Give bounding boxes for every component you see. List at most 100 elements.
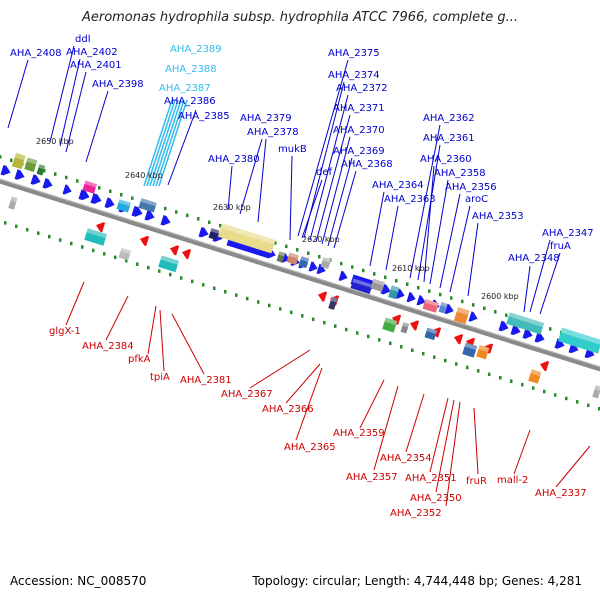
gene-label-forward[interactable]: AHA_2353 bbox=[472, 211, 524, 222]
gene-label-reverse[interactable]: tpiA bbox=[150, 372, 170, 383]
gene-label-forward[interactable]: AHA_2362 bbox=[423, 113, 475, 124]
leader-line-reverse bbox=[359, 379, 385, 429]
forward-gene-arrow bbox=[468, 311, 478, 322]
gene-label-forward[interactable]: AHA_2369 bbox=[333, 146, 385, 157]
kbp-tick-label: 2630 kbp bbox=[213, 203, 251, 212]
gene-label-forward[interactable]: AHA_2385 bbox=[178, 111, 230, 122]
gene-label-reverse[interactable]: AHA_2365 bbox=[284, 442, 336, 453]
gene-label-forward[interactable]: AHA_2370 bbox=[333, 125, 385, 136]
feature-block-shape bbox=[422, 299, 439, 313]
forward-gene-arrow bbox=[90, 193, 102, 204]
forward-gene-arrow-shape bbox=[308, 261, 318, 272]
rna-glyph-stripe bbox=[152, 99, 182, 187]
gene-label-reverse[interactable]: fruR bbox=[466, 476, 487, 487]
leader-line-forward bbox=[333, 170, 357, 249]
forward-gene-arrow bbox=[554, 338, 565, 349]
gene-label-reverse[interactable]: AHA_2354 bbox=[380, 453, 432, 464]
gene-label-forward[interactable]: AHA_2386 bbox=[164, 96, 216, 107]
tick-mark bbox=[444, 358, 447, 363]
leader-line-forward bbox=[417, 144, 441, 281]
gene-label-rna[interactable]: AHA_2387 bbox=[159, 83, 211, 94]
feature-block-shine bbox=[352, 278, 373, 288]
reverse-gene-arrow bbox=[96, 222, 106, 233]
tick-mark bbox=[81, 245, 84, 249]
leader-line-reverse bbox=[171, 313, 205, 375]
gene-label-reverse[interactable]: glgX-1 bbox=[49, 326, 81, 337]
gene-label-reverse[interactable]: pfkA bbox=[128, 354, 151, 365]
feature-block-shine bbox=[140, 198, 157, 207]
tick-mark bbox=[98, 186, 101, 190]
feature-block-shine bbox=[426, 327, 438, 334]
forward-gene-arrow-shape bbox=[131, 205, 143, 217]
feature-block bbox=[298, 256, 310, 269]
leader-line-reverse bbox=[159, 309, 165, 372]
gene-label-reverse[interactable]: AHA_2381 bbox=[180, 375, 232, 386]
feature-block-shape bbox=[557, 327, 600, 354]
gene-label-forward[interactable]: aroC bbox=[465, 194, 488, 205]
gene-label-forward[interactable]: AHA_2368 bbox=[341, 159, 393, 170]
gene-label-forward[interactable]: AHA_2375 bbox=[328, 48, 380, 59]
gene-label-reverse[interactable]: AHA_2337 bbox=[535, 488, 587, 499]
gene-label-forward[interactable]: mukB bbox=[278, 144, 307, 155]
gene-label-forward[interactable]: AHA_2374 bbox=[328, 70, 380, 81]
gene-label-reverse[interactable]: AHA_2350 bbox=[410, 493, 462, 504]
gene-label-forward[interactable]: AHA_2402 bbox=[66, 47, 118, 58]
gene-label-forward[interactable]: AHA_2363 bbox=[384, 194, 436, 205]
tick-mark bbox=[37, 231, 40, 235]
gene-label-reverse[interactable]: AHA_2367 bbox=[221, 389, 273, 400]
gene-label-forward[interactable]: AHA_2360 bbox=[420, 154, 472, 165]
gene-label-forward[interactable]: ddl bbox=[75, 34, 90, 45]
tick-mark bbox=[131, 196, 134, 200]
leader-line-reverse bbox=[445, 401, 461, 507]
gene-label-forward[interactable]: AHA_2371 bbox=[333, 103, 385, 114]
leader-line-forward bbox=[167, 109, 197, 186]
tick-mark bbox=[362, 268, 365, 273]
feature-block bbox=[462, 342, 478, 358]
gene-label-forward[interactable]: AHA_2378 bbox=[247, 127, 299, 138]
leader-line-reverse bbox=[65, 281, 85, 326]
kbp-tick-label: 2640 kbp bbox=[125, 171, 163, 180]
gene-label-forward[interactable]: AHA_2408 bbox=[10, 48, 62, 59]
gene-label-reverse[interactable]: AHA_2351 bbox=[405, 473, 457, 484]
gene-label-forward[interactable]: fruA bbox=[550, 241, 571, 252]
gene-label-forward[interactable]: AHA_2356 bbox=[445, 182, 497, 193]
gene-label-forward[interactable]: AHA_2401 bbox=[70, 60, 122, 71]
forward-gene-arrow bbox=[104, 197, 115, 208]
forward-gene-arrow-shape bbox=[144, 210, 155, 221]
gene-label-forward[interactable]: AHA_2361 bbox=[423, 133, 475, 144]
gene-label-reverse[interactable]: AHA_2384 bbox=[82, 341, 134, 352]
gene-label-reverse[interactable]: AHA_2357 bbox=[346, 472, 398, 483]
gene-label-forward[interactable]: AHA_2398 bbox=[92, 79, 144, 90]
tick-mark bbox=[180, 276, 183, 280]
reverse-gene-arrow-shape bbox=[96, 222, 106, 233]
gene-label-reverse[interactable]: AHA_2366 bbox=[262, 404, 314, 415]
gene-label-forward[interactable]: AHA_2347 bbox=[542, 228, 594, 239]
gene-label-forward[interactable]: AHA_2364 bbox=[372, 180, 424, 191]
feature-block-shine bbox=[390, 285, 400, 292]
gene-label-forward[interactable]: AHA_2372 bbox=[336, 83, 388, 94]
feature-block bbox=[158, 255, 179, 273]
feature-block-shine bbox=[464, 342, 478, 351]
gene-label-reverse[interactable]: AHA_2359 bbox=[333, 428, 385, 439]
forward-gene-arrow bbox=[308, 261, 318, 272]
leader-line-forward bbox=[297, 59, 349, 237]
feature-block-shine bbox=[440, 302, 448, 308]
reverse-gene-arrow-shape bbox=[318, 291, 328, 302]
gene-label-forward[interactable]: AHA_2380 bbox=[208, 154, 260, 165]
forward-gene-arrow bbox=[316, 263, 326, 275]
feature-block bbox=[116, 199, 131, 213]
tick-mark bbox=[48, 234, 51, 239]
gene-label-rna[interactable]: AHA_2389 bbox=[170, 44, 222, 55]
feature-block bbox=[208, 228, 220, 240]
gene-label-reverse[interactable]: AHA_2352 bbox=[390, 508, 442, 519]
gene-label-reverse[interactable]: mall-2 bbox=[497, 475, 528, 486]
feature-glyphs bbox=[0, 99, 600, 399]
gene-label-forward[interactable]: AHA_2358 bbox=[434, 168, 486, 179]
gene-label-rna[interactable]: AHA_2388 bbox=[165, 64, 217, 75]
gene-label-forward[interactable]: AHA_2348 bbox=[508, 253, 560, 264]
leader-line-forward bbox=[449, 205, 471, 293]
feature-block bbox=[84, 228, 107, 246]
gene-label-forward[interactable]: AHA_2379 bbox=[240, 113, 292, 124]
leader-line-forward bbox=[85, 90, 109, 163]
gene-label-forward[interactable]: def bbox=[316, 167, 333, 178]
